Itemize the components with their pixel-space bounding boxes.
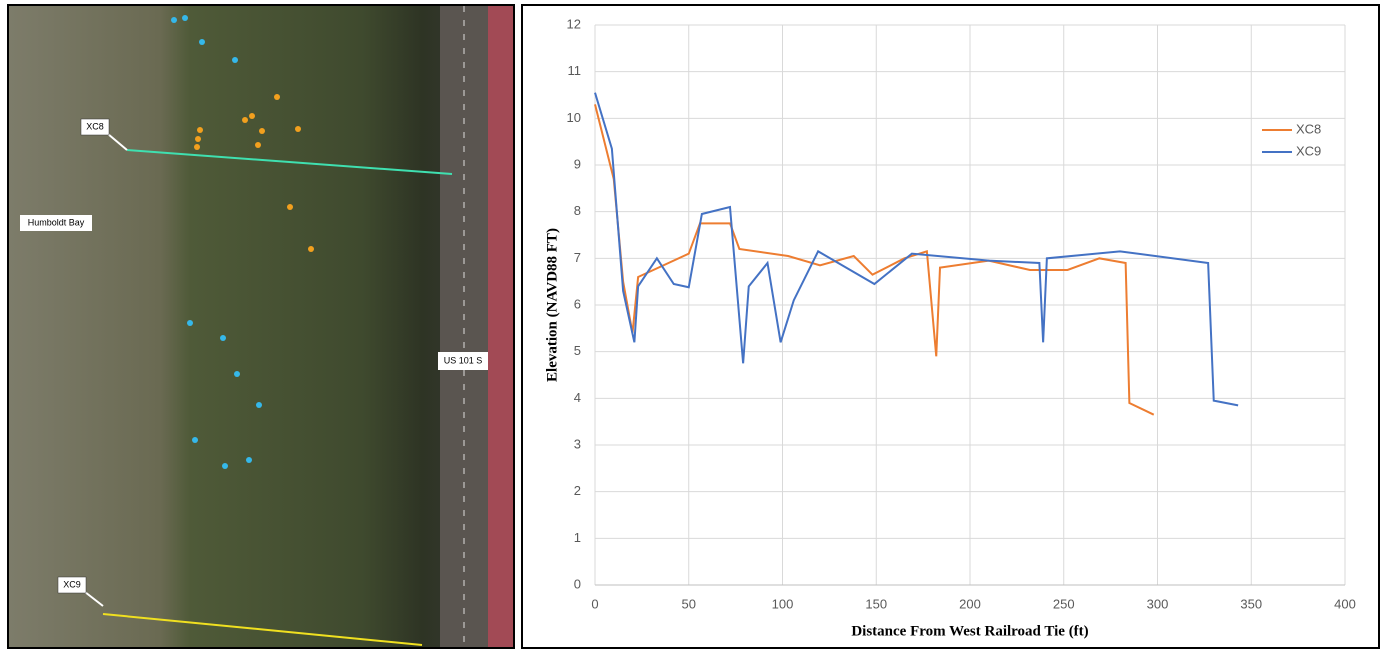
y-tick-label: 4	[574, 390, 581, 405]
y-tick-label: 0	[574, 576, 581, 591]
y-tick-label: 12	[567, 16, 581, 31]
map-label: US 101 S	[444, 355, 483, 365]
callout-line	[84, 591, 104, 607]
y-tick-label: 10	[567, 110, 581, 125]
line	[594, 92, 1239, 407]
map: XC8 Humboldt Bay US 101 S XC9	[7, 4, 515, 649]
road	[440, 6, 488, 647]
legend-label: XC9	[1296, 143, 1321, 158]
y-tick-label: 11	[568, 63, 582, 78]
y-tick-label: 1	[574, 530, 581, 545]
y-tick-label: 3	[574, 436, 581, 451]
y-tick-label: 6	[574, 296, 581, 311]
x-tick-label: 300	[1147, 596, 1169, 611]
label-box	[57, 576, 87, 594]
label-box	[438, 352, 488, 370]
transect-xc9	[102, 613, 423, 646]
aerial-image	[9, 6, 513, 647]
label-box	[80, 118, 110, 136]
label-box	[20, 215, 92, 231]
transect-xc8	[126, 149, 453, 175]
x-tick-label: 200	[959, 596, 981, 611]
y-tick-label: 5	[574, 343, 581, 358]
points-xc9	[171, 15, 262, 469]
map-label: XC9	[63, 579, 81, 589]
x-tick-label: 250	[1053, 596, 1075, 611]
chart-border	[521, 4, 1380, 649]
points-xc8	[194, 94, 314, 252]
chart: Distance From West Railroad Tie (ft) Ele…	[544, 16, 1355, 639]
x-tick-label: 150	[865, 596, 887, 611]
y-tick-label: 7	[574, 250, 581, 265]
x-tick-label: 350	[1240, 596, 1262, 611]
map-border	[7, 4, 515, 649]
x-tick-label: 0	[591, 596, 598, 611]
y-tick-label: 8	[574, 203, 581, 218]
legend-label: XC8	[1296, 121, 1321, 136]
road-shoulder	[488, 6, 513, 647]
x-axis-title: Distance From West Railroad Tie (ft)	[851, 623, 1088, 639]
x-tick-label: 400	[1334, 596, 1356, 611]
x-tick-label: 100	[772, 596, 794, 611]
callout-line	[107, 133, 128, 151]
y-tick-label: 2	[574, 483, 581, 498]
map-label: Humboldt Bay	[28, 217, 85, 227]
y-axis-title: Elevation (NAVD88 FT)	[544, 228, 560, 382]
map-label: XC8	[86, 121, 104, 131]
y-tick-label: 9	[574, 156, 581, 171]
x-tick-label: 50	[682, 596, 696, 611]
